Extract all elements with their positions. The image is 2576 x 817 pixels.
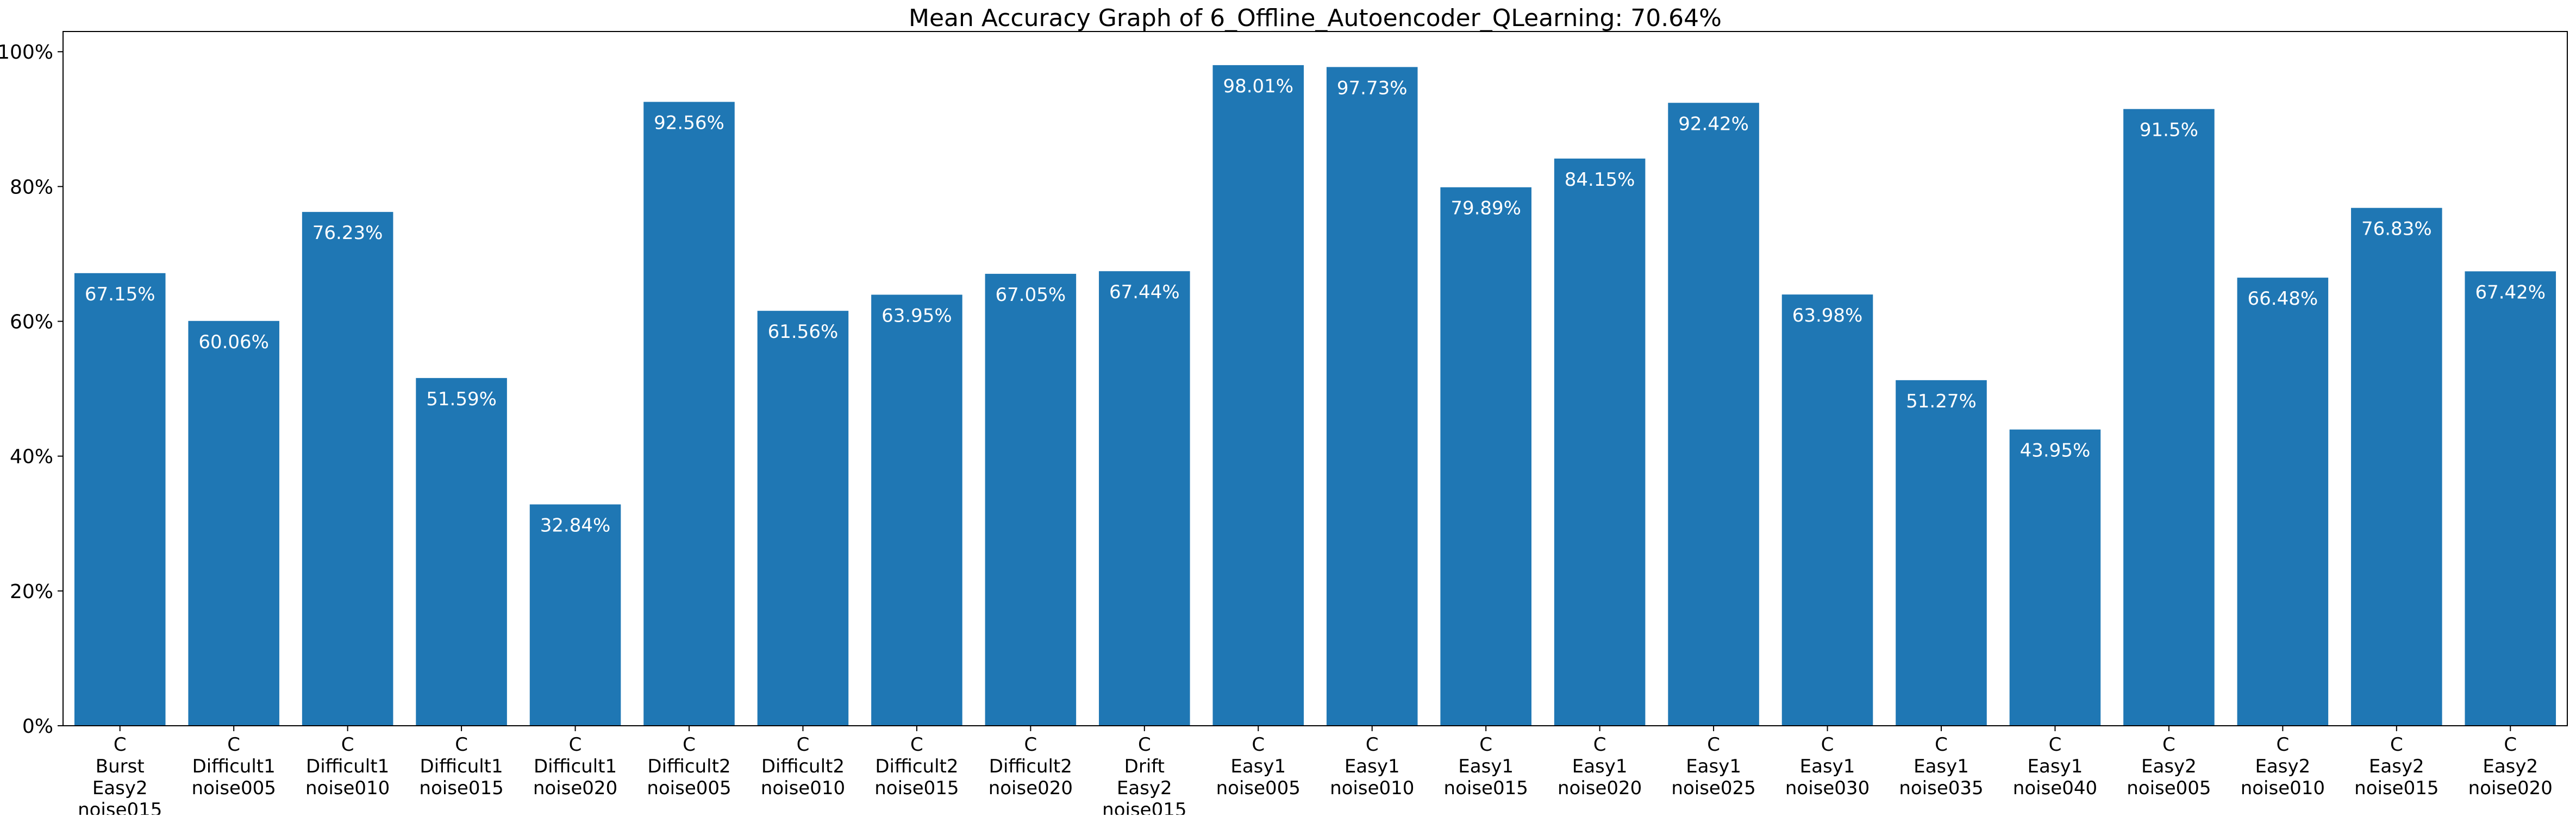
bar-value-label: 67.44% [1109,281,1180,303]
x-tick-label: C Easy2 noise015 [2354,734,2439,799]
bar [1326,67,1418,726]
x-axis: C Burst Easy2 noise015 C Difficult1 noise005 C D… [78,726,2553,817]
bar-value-label: 51.27% [1906,391,1977,412]
bar [985,274,1077,726]
bar-value-label: 67.15% [85,284,155,305]
bar [1896,380,1987,726]
bar [757,311,849,726]
x-tick-label: C Difficult1 noise020 [533,734,617,799]
x-tick-label: C Burst Easy2 noise015 [78,734,162,815]
bar-value-label: 76.23% [312,222,383,244]
value-labels-layer: 67.15% 60.06% 76.23% 51.59% 32.84% 92.56% 61.5… [85,76,2546,537]
bar [74,273,166,726]
x-tick-label: C Easy2 noise005 [2127,734,2211,799]
bar [302,212,393,726]
x-tick-label: C Easy1 noise025 [1671,734,1755,799]
bar-value-label: 63.95% [881,305,952,327]
x-tick-label: C Easy2 noise010 [2241,734,2325,799]
x-tick-label: C Easy1 noise040 [2013,734,2097,799]
bar [1212,65,1304,726]
bar-value-label: 43.95% [2020,440,2091,462]
chart-title: Mean Accuracy Graph of 6_Offline_Autoenc… [909,4,1722,32]
bar [871,294,962,726]
x-tick-label: C Easy1 noise020 [1558,734,1642,799]
x-tick-label: C Difficult1 noise005 [192,734,276,799]
bar-value-label: 63.98% [1792,305,1863,326]
bar-value-label: 92.56% [654,112,724,134]
bar-value-label: 92.42% [1678,113,1749,135]
bar [188,320,279,726]
x-tick-label: C Easy1 noise030 [1785,734,1870,799]
bar [1781,294,1873,726]
y-axis: 0% 20% 40% 60% 80% 100% [0,41,63,738]
bar [2237,278,2329,726]
bar [1668,103,1759,726]
bar-value-label: 67.42% [2475,281,2546,303]
y-tick-label: 60% [10,311,53,334]
y-tick-label: 0% [22,715,53,738]
bar-value-label: 79.89% [1450,198,1521,219]
bar [643,102,735,726]
bar [416,378,507,726]
bar-value-label: 66.48% [2248,288,2318,310]
bar-value-label: 67.05% [996,284,1066,306]
x-tick-label: C Easy1 noise035 [1899,734,1983,799]
bar [1554,158,1646,726]
bar [2123,109,2215,726]
x-tick-label: C Difficult2 noise010 [761,734,845,799]
x-tick-label: C Drift Easy2 noise015 [1102,734,1186,815]
bar-value-label: 60.06% [198,331,269,353]
x-tick-label: C Easy1 noise010 [1330,734,1414,799]
y-tick-label: 100% [0,41,53,64]
bar-value-label: 98.01% [1223,76,1293,97]
x-tick-label: C Difficult1 noise015 [419,734,503,799]
bar [2351,208,2442,726]
bar [1440,187,1531,726]
bar-value-label: 76.83% [2361,218,2432,240]
bar [2465,271,2556,726]
y-tick-label: 80% [10,176,53,198]
x-tick-label: C Difficult2 noise005 [647,734,731,799]
bar-value-label: 97.73% [1337,77,1408,99]
bar-value-label: 32.84% [540,515,611,537]
bar [529,504,621,726]
x-tick-label: C Easy1 noise015 [1444,734,1528,799]
bar-value-label: 51.59% [426,388,497,410]
bars-layer [74,65,2556,726]
bar-value-label: 84.15% [1565,169,1635,191]
x-tick-label: C Easy1 noise005 [1216,734,1300,799]
y-tick-label: 40% [10,446,53,468]
x-tick-label: C Easy2 noise020 [2468,734,2553,799]
x-tick-label: C Difficult2 noise015 [874,734,959,799]
bar [2009,429,2101,726]
bar [1099,271,1190,726]
bar-value-label: 61.56% [768,321,839,343]
x-tick-label: C Difficult2 noise020 [989,734,1073,799]
bar-value-label: 91.5% [2140,120,2198,141]
plot-frame [62,31,2568,726]
y-tick-label: 20% [10,581,53,603]
x-tick-label: C Difficult1 noise010 [305,734,390,799]
